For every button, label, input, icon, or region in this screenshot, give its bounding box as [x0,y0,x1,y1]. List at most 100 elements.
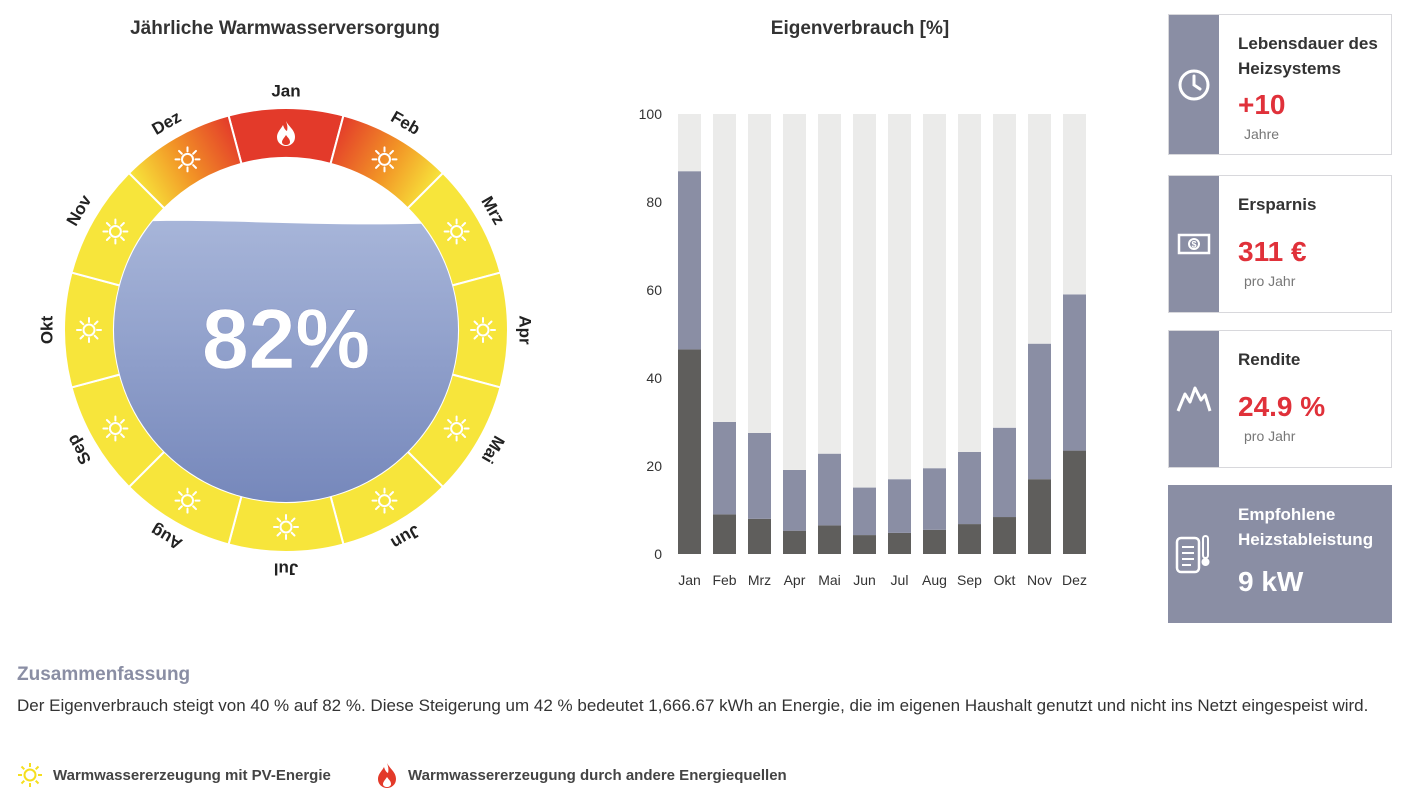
card-icon-panel [1169,331,1219,467]
ring-month-label-okt: Okt [37,315,56,344]
bar-segment-aug-2 [923,114,946,469]
bar-segment-mai-2 [818,114,841,454]
ring-month-label-jul: Jul [274,560,299,579]
lifetime-unit: Jahre [1244,126,1280,142]
x-tick-label-feb: Feb [712,572,736,588]
bar-segment-sep-0 [958,524,981,554]
ring-segment-apr [450,271,510,389]
bar-segment-jun-1 [853,487,876,536]
bar-segment-okt-2 [993,114,1016,428]
legend-item-pv: Warmwassererzeugung mit PV-Energie [17,762,331,788]
ring-month-label-feb: Feb [388,107,424,139]
card-icon-panel [1169,486,1219,622]
summary-title: Zusammenfassung [17,664,191,685]
x-tick-label-sep: Sep [957,572,982,588]
ring-month-label-mai: Mai [478,432,509,466]
legend-label-other: Warmwassererzeugung durch andere Energie… [408,766,787,784]
bar-segment-mai-1 [818,453,841,526]
bar-segment-jun-0 [853,535,876,554]
sun-icon [470,317,496,343]
lifetime-label: Lebensdauer des Heizsystems [1238,34,1378,78]
y-tick-label: 100 [639,106,663,122]
bar-segment-jun-2 [853,114,876,488]
heater-power-card: Empfohlene Heizstableistung 9 kW [1168,485,1392,623]
bar-segment-feb-1 [713,422,736,515]
x-tick-label-jan: Jan [678,572,701,588]
card-icon-panel [1169,15,1219,154]
bar-segment-jul-1 [888,479,911,533]
return-label: Rendite [1238,350,1301,369]
savings-value: 311 € [1238,236,1307,267]
card-icon-panel: $ [1169,176,1219,312]
y-tick-label: 40 [646,370,662,386]
savings-label: Ersparnis [1238,195,1317,214]
bar-segment-mai-0 [818,525,841,554]
self-consumption-bar-chart: 0 20 40 60 80 100 Jan Feb Mrz Apr Mai Jun Jul Aug Sep… [639,106,1087,588]
sun-icon [371,146,398,173]
return-unit: pro Jahr [1244,428,1296,444]
summary-text: Der Eigenverbrauch steigt von 40 % auf 8… [17,696,1369,715]
sun-icon [102,415,129,442]
bar-chart-title: Eigenverbrauch [%] [770,18,950,39]
sun-icon [443,218,470,245]
bar-segment-feb-2 [713,114,736,422]
bar-segment-sep-2 [958,114,981,452]
ring-month-label-dez: Dez [149,107,185,139]
return-value: 24.9 % [1238,391,1326,422]
bar-segment-nov-2 [1028,114,1051,344]
x-tick-label-okt: Okt [994,572,1016,588]
x-tick-label-aug: Aug [922,572,947,588]
bar-segment-aug-0 [923,529,946,554]
sun-icon [443,415,470,442]
heater-power-label: Empfohlene Heizstableistung [1238,505,1374,549]
mountain-chart-icon [1176,386,1212,412]
sun-icon [76,317,102,343]
ring-segment-jul [227,494,345,554]
bar-segment-jul-0 [888,532,911,554]
ring-chart-title: Jährliche Warmwasserversorgung [130,18,440,39]
ring-month-label-jan: Jan [271,81,300,100]
bar-segment-mrz-0 [748,518,771,554]
water-supply-percentage: 82% [202,292,370,386]
x-tick-label-jun: Jun [853,572,876,588]
x-tick-label-dez: Dez [1062,572,1087,588]
return-card: Rendite 24.9 % pro Jahr [1168,330,1392,468]
bar-segment-sep-1 [958,451,981,525]
bar-segment-jan-2 [678,114,701,172]
bar-segment-dez-0 [1063,450,1086,554]
bar-segment-jan-1 [678,171,701,350]
flame-icon [277,121,295,146]
bar-segment-mrz-2 [748,114,771,433]
bar-segment-okt-0 [993,517,1016,554]
bar-segment-mrz-1 [748,433,771,519]
sun-icon [174,146,201,173]
bar-segment-okt-1 [993,427,1016,518]
ring-month-label-jun: Jun [388,521,424,553]
bar-segment-dez-1 [1063,294,1086,451]
bar-segment-aug-1 [923,468,946,530]
x-tick-label-jul: Jul [891,572,909,588]
bar-segment-nov-1 [1028,343,1051,480]
ring-segment-okt [63,271,122,389]
sun-icon [371,487,398,514]
savings-card: $ Ersparnis 311 € pro Jahr [1168,175,1392,313]
y-tick-label: 80 [646,194,662,210]
clock-icon [1178,69,1210,100]
heater-thermometer-icon [1175,535,1210,574]
bar-segment-jul-2 [888,114,911,480]
bar-segment-apr-0 [783,530,806,554]
lifetime-value: +10 [1238,89,1286,120]
y-tick-label: 60 [646,282,662,298]
bar-segment-dez-2 [1063,114,1086,295]
water-level-fill [114,220,458,502]
ring-segment-dez [127,114,243,210]
bar-segment-feb-0 [713,514,736,554]
x-tick-label-mrz: Mrz [748,572,771,588]
ring-month-label-mrz: Mrz [477,193,508,228]
savings-unit: pro Jahr [1244,273,1296,289]
svg-text:$: $ [1191,240,1196,250]
bar-segment-apr-2 [783,114,806,470]
y-tick-label: 0 [654,546,662,562]
bar-segment-jan-0 [678,349,701,554]
